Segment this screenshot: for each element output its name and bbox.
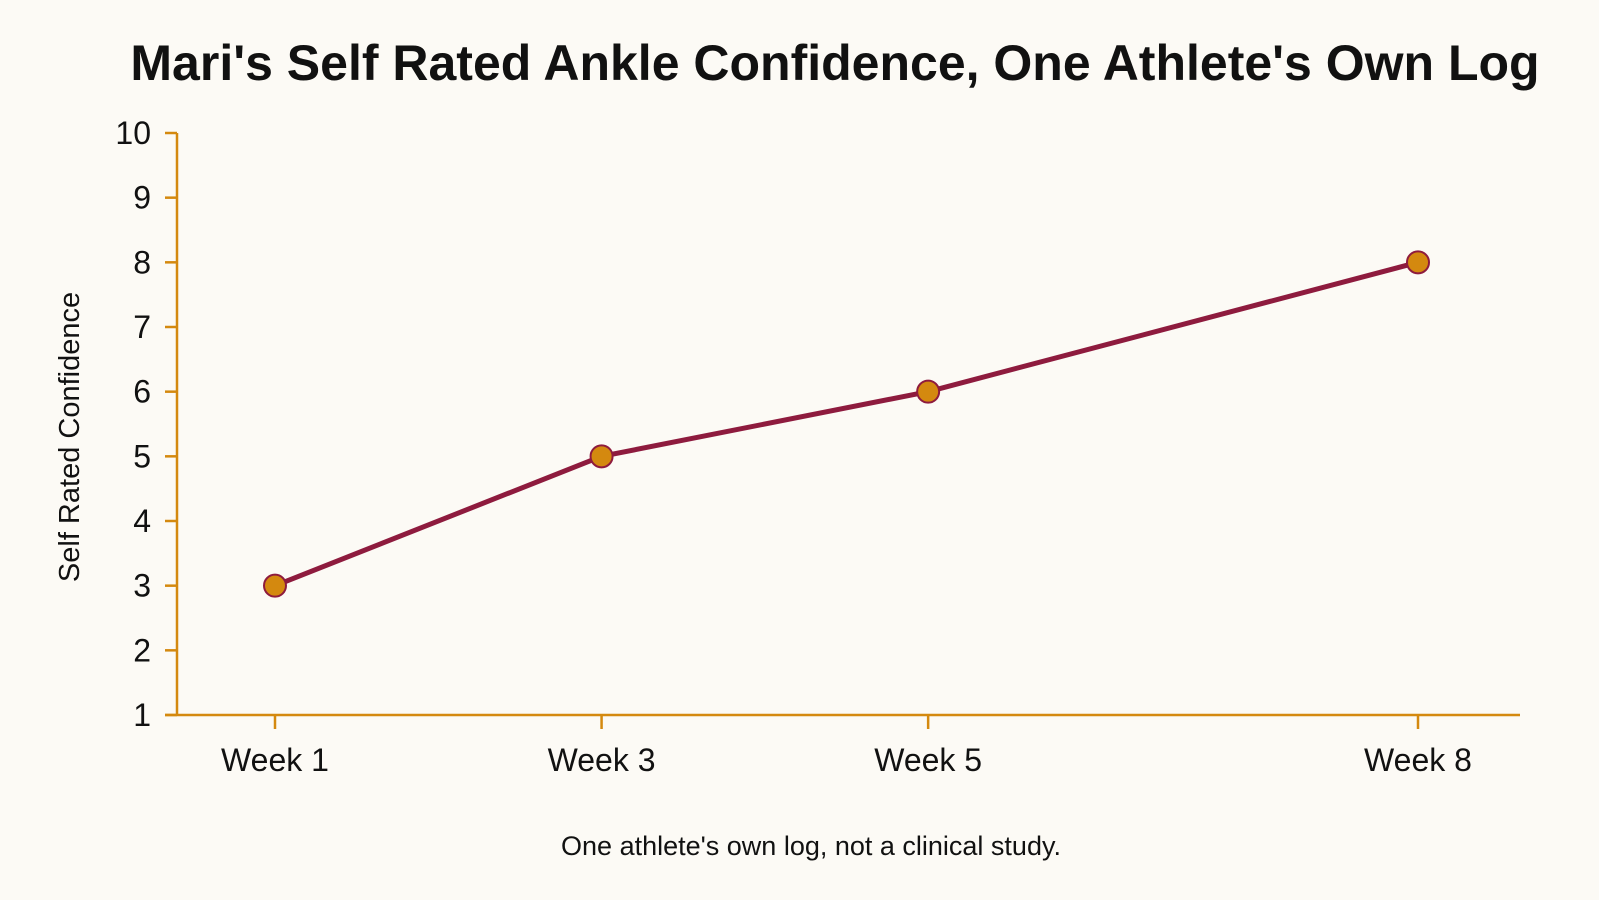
y-tick-label: 6	[133, 374, 151, 410]
y-axis-title: Self Rated Confidence	[54, 292, 86, 582]
axes	[165, 133, 1520, 717]
x-tick-label: Week 5	[874, 742, 982, 778]
y-tick-label: 2	[133, 632, 151, 668]
footnote: One athlete's own log, not a clinical st…	[561, 831, 1061, 861]
x-axis-ticks: Week 1 Week 3 Week 5 Week 8	[221, 715, 1472, 778]
data-point	[263, 573, 287, 598]
y-axis-ticks: 1 2 3 4 5 6 7 8 9 10	[115, 115, 177, 733]
y-tick-label: 7	[133, 309, 151, 345]
y-tick-label: 1	[133, 697, 151, 733]
series-line	[272, 259, 1421, 589]
x-tick-label: Week 3	[548, 742, 656, 778]
y-tick-label: 4	[133, 503, 151, 539]
series-layer	[263, 250, 1430, 598]
x-tick-label: Week 1	[221, 742, 329, 778]
chart-title: Mari's Self Rated Ankle Confidence, One …	[130, 35, 1539, 91]
y-tick-label: 10	[115, 115, 151, 151]
data-point	[589, 444, 614, 469]
data-point	[1406, 250, 1430, 275]
x-tick-label: Week 8	[1364, 742, 1472, 778]
y-tick-label: 5	[133, 438, 151, 474]
data-point	[916, 379, 941, 404]
y-tick-label: 3	[133, 568, 151, 604]
y-tick-label: 8	[133, 244, 151, 280]
y-tick-label: 9	[133, 180, 151, 216]
